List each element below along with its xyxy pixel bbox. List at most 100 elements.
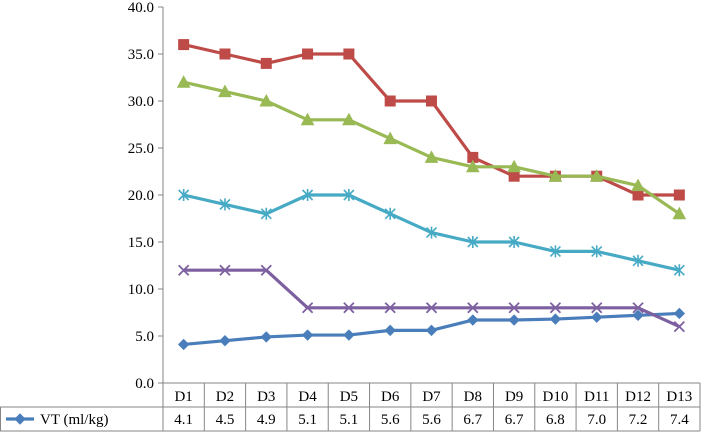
data-point [549, 245, 561, 258]
data-point [508, 314, 520, 326]
data-point [302, 48, 314, 60]
data-point [260, 264, 272, 276]
data-point [425, 324, 438, 337]
data-point [260, 331, 272, 343]
data-point [425, 226, 438, 239]
data-point [178, 189, 190, 201]
data-point [631, 178, 645, 192]
data-point [343, 48, 355, 60]
series-1 [178, 39, 685, 201]
data-point [176, 75, 191, 88]
series-line [183, 43, 680, 197]
table-cell-value: 4.5 [216, 412, 235, 428]
data-point [424, 150, 439, 163]
data-point [632, 189, 644, 201]
data-point [467, 236, 479, 248]
x-tick-label: D10 [543, 389, 569, 405]
table-cell-value: 5.6 [422, 412, 441, 428]
x-tick-label: D8 [464, 389, 482, 405]
table-cell-value: 7.2 [629, 412, 648, 428]
y-tick-label: 0.0 [135, 376, 154, 392]
y-tick-label: 10.0 [128, 282, 154, 298]
data-point [383, 131, 398, 145]
table-cell-value: 4.1 [174, 412, 193, 428]
data-point [302, 189, 314, 201]
x-tick-label: D2 [216, 389, 234, 405]
data-point [219, 48, 231, 60]
y-tick-label: 40.0 [128, 0, 154, 16]
data-point [632, 254, 644, 267]
x-tick-label: D12 [625, 389, 651, 405]
x-tick-label: D7 [422, 389, 441, 405]
table-cell-value: 5.1 [298, 412, 317, 428]
x-tick-label: D9 [505, 389, 523, 405]
table-cell-value: 6.8 [546, 412, 565, 428]
data-point [673, 307, 686, 320]
data-point [632, 309, 644, 322]
x-tick-label: D13 [666, 389, 692, 405]
table-cell-value: 7.4 [670, 412, 689, 428]
table-cell-value: 5.1 [340, 412, 359, 428]
data-point [632, 302, 644, 314]
data-point [219, 198, 231, 211]
legend-label: VT (ml/kg) [40, 412, 108, 428]
data-table: VT (ml/kg) 4.1 4.5 4.9 5.1 5.1 5.6 5.6 6.7 6.7 6.8… [0, 406, 700, 432]
axis-layer: 0.0 5.0 10.0 15.0 20.0 25.0 30.0 35.0 40.0 D1 D2 D3… [128, 0, 701, 431]
data-point [259, 93, 274, 107]
data-point [177, 338, 190, 351]
y-tick-label: 30.0 [128, 94, 154, 110]
data-point [178, 264, 190, 276]
data-point [219, 334, 231, 347]
data-point [300, 112, 315, 126]
table-cell-value: 6.7 [463, 412, 482, 428]
series-3 [178, 264, 685, 333]
data-point [549, 302, 562, 314]
y-tick-label: 5.0 [135, 329, 154, 345]
data-point [343, 189, 355, 201]
data-point [260, 207, 272, 220]
table-cell-value: 5.6 [381, 412, 400, 428]
data-point [384, 302, 396, 314]
data-point [384, 324, 396, 337]
data-point [548, 169, 563, 182]
y-tick-label: 20.0 [128, 188, 154, 204]
data-point [673, 264, 685, 277]
x-tick-label: D6 [381, 389, 400, 405]
series-4 [178, 189, 685, 277]
data-point [467, 314, 479, 326]
data-point [301, 302, 314, 314]
data-point [549, 313, 562, 325]
x-tick-label: D4 [298, 389, 317, 405]
data-point [507, 159, 521, 173]
series-0 [177, 307, 686, 351]
data-point [673, 189, 685, 201]
data-point [425, 302, 438, 314]
data-point [219, 264, 231, 276]
y-tick-label: 35.0 [128, 47, 154, 63]
data-point [589, 169, 604, 182]
data-point [218, 84, 232, 98]
data-point [672, 206, 687, 220]
table-cell-value: 6.7 [505, 412, 524, 428]
data-point [426, 95, 437, 107]
data-point [467, 302, 479, 314]
data-point [343, 329, 355, 341]
data-point [673, 320, 685, 333]
data-point [384, 207, 396, 220]
table-cell-value: 4.9 [257, 412, 276, 428]
data-point [343, 302, 355, 314]
y-tick-label: 15.0 [128, 235, 154, 251]
x-tick-label: D3 [257, 389, 275, 405]
data-point [591, 245, 603, 258]
data-point [301, 329, 314, 341]
y-tick-label: 25.0 [128, 141, 154, 157]
table-cell-value: 7.0 [587, 412, 606, 428]
x-tick-label: D11 [584, 389, 609, 405]
data-point [14, 413, 26, 425]
data-point [465, 159, 480, 173]
x-tick-label: D5 [340, 389, 358, 405]
data-point [342, 112, 356, 126]
series-2 [176, 75, 687, 220]
x-tick-label: D1 [174, 389, 192, 405]
